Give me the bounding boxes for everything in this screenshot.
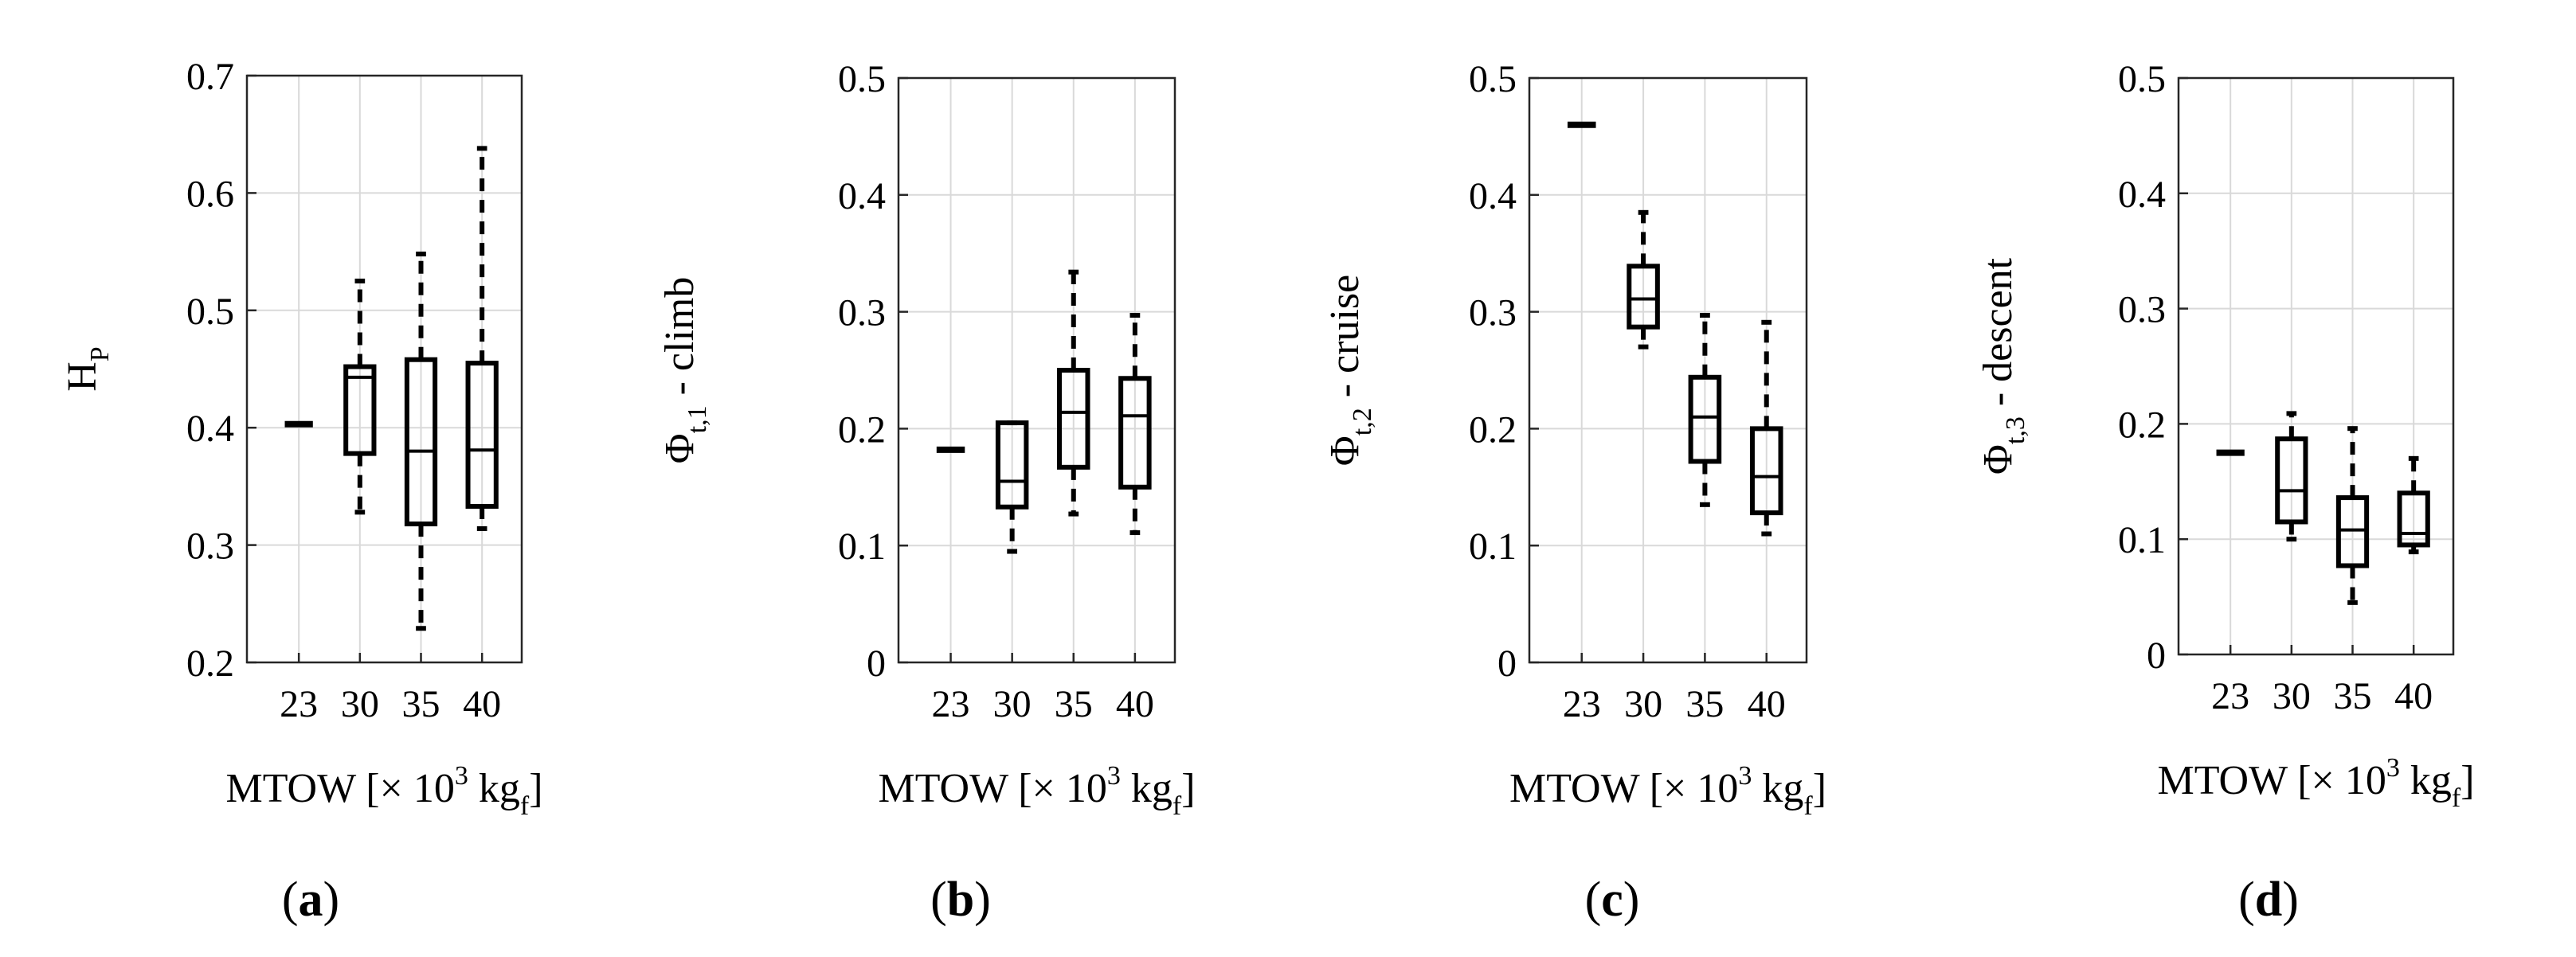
box-iqr [2397,490,2430,548]
x-axis-title: MTOW [× 103 kgf] [878,761,1195,821]
axes-frame [245,74,523,664]
y-tick-label: 0.2 [1469,408,1517,451]
box-iqr [995,420,1029,510]
box-35 [404,252,438,631]
box-30 [995,420,1029,554]
y-tick-label: 0.5 [2118,58,2166,100]
x-tick-label: 40 [463,683,501,725]
y-tick-label: 0.5 [186,291,234,333]
y-tick-label: 0.2 [2118,404,2166,446]
x-tick-label: 30 [1624,683,1662,725]
y-tick-label: 0.4 [2118,174,2166,216]
x-tick-label: 35 [1685,683,1724,725]
x-axis-title: MTOW [× 103 kgf] [225,761,542,821]
panel-label: (d) [2238,873,2299,927]
y-tick-label: 0.7 [186,56,234,98]
y-tick-label: 0.2 [838,408,886,451]
x-axis-title: MTOW [× 103 kgf] [1509,761,1826,821]
box-iqr [465,361,499,509]
box-35 [1057,269,1090,517]
y-tick-label: 0 [867,643,886,685]
y-tick-label: 0.3 [838,292,886,334]
box-iqr [2275,436,2308,525]
box-30 [1627,209,1660,350]
x-tick-label: 35 [2334,675,2372,717]
x-tick-label: 23 [932,683,970,725]
y-axis-title: Φt,3 - descent [1975,257,2030,475]
axes-frame [897,76,1176,664]
y-tick-label: 0.4 [186,408,234,450]
x-tick-label: 40 [1116,683,1154,725]
box-iqr [1627,264,1660,330]
y-tick-label: 0.3 [2118,289,2166,331]
axes-frame [1528,76,1808,664]
y-axis-title: Φt,1 - climb [657,277,712,464]
x-tick-label: 35 [402,683,440,725]
x-tick-label: 23 [280,683,318,725]
box-35 [1688,313,1722,507]
box-iqr [1688,374,1722,464]
panel-label: (c) [1585,873,1640,927]
y-axis-title: HP [60,346,115,391]
box-30 [2275,411,2308,542]
x-tick-label: 30 [341,683,379,725]
box-40 [1749,319,1783,537]
panel-label: (b) [930,873,991,927]
x-tick-label: 40 [2394,675,2433,717]
axes-frame [2177,76,2455,656]
box-iqr [1057,368,1090,470]
y-tick-label: 0.1 [838,525,886,568]
box-iqr [1749,426,1783,516]
box-iqr [404,357,438,527]
panel-a: 0.2 0.3 0.4 0.5 0.6 0.7 23 30 35 40 HP MTOW [× 103 … [60,56,543,927]
y-tick-label: 0.3 [1469,292,1517,334]
x-tick-label: 23 [1563,683,1601,725]
box-40 [465,146,499,531]
y-tick-label: 0.1 [2118,519,2166,561]
box-40 [2397,455,2430,555]
box-40 [1118,313,1152,536]
box-iqr [343,364,377,456]
x-tick-label: 30 [2273,675,2311,717]
panel-label: (a) [282,873,339,927]
y-tick-label: 0.5 [838,58,886,100]
panel-b: 0 0.1 0.2 0.3 0.4 0.5 23 30 35 40 Φt,1 - climb MTOW… [657,58,1196,927]
box-30 [343,278,377,515]
x-tick-label: 40 [1748,683,1786,725]
y-tick-label: 0 [2147,635,2166,677]
box-iqr [2335,495,2370,568]
y-tick-label: 0.4 [838,175,886,217]
y-tick-label: 0.3 [186,525,234,568]
y-axis-title: Φt,2 - cruise [1322,275,1377,466]
y-tick-label: 0.4 [1469,175,1517,217]
x-tick-label: 30 [993,683,1032,725]
box-35 [2335,426,2370,605]
x-axis-title: MTOW [× 103 kgf] [2157,753,2474,813]
y-tick-label: 0.1 [1469,525,1517,568]
y-tick-label: 0.2 [186,643,234,685]
panel-d: 0 0.1 0.2 0.3 0.4 0.5 23 30 35 40 Φt,3 - descent MT… [1975,58,2475,927]
y-tick-label: 0.5 [1469,58,1517,100]
y-tick-label: 0.6 [186,173,234,215]
y-tick-label: 0 [1497,643,1517,685]
box-iqr [1118,376,1152,490]
panel-c: 0 0.1 0.2 0.3 0.4 0.5 23 30 35 40 Φt,2 - cruise MTO… [1322,58,1826,927]
x-tick-label: 23 [2211,675,2249,717]
x-tick-label: 35 [1055,683,1093,725]
